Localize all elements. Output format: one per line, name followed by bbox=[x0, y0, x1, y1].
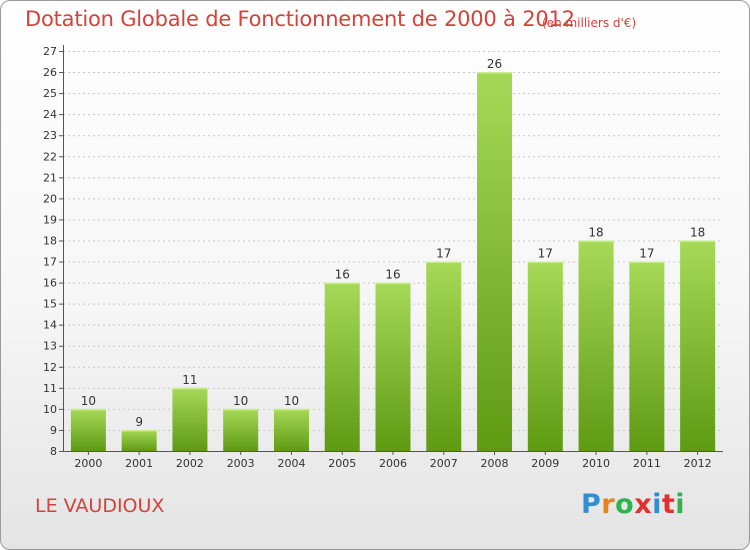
y-tick-label: 8 bbox=[50, 445, 57, 458]
logo-letter: o bbox=[615, 489, 635, 520]
y-tick-label: 18 bbox=[43, 234, 57, 247]
x-tick-label: 2008 bbox=[481, 457, 509, 470]
bar-highlight bbox=[223, 408, 259, 411]
x-tick-label: 2009 bbox=[531, 457, 559, 470]
bar bbox=[121, 429, 157, 451]
bar-highlight bbox=[527, 261, 563, 264]
x-tick-label: 2003 bbox=[227, 457, 255, 470]
bar-highlight bbox=[70, 408, 106, 411]
x-tick-label: 2006 bbox=[379, 457, 407, 470]
bar-highlight bbox=[680, 240, 716, 242]
logo-letter: x bbox=[634, 489, 653, 520]
y-tick-label: 10 bbox=[43, 403, 57, 416]
bar-highlight bbox=[273, 408, 309, 411]
data-label: 26 bbox=[487, 57, 502, 71]
data-label: 10 bbox=[81, 394, 96, 408]
bar-highlight bbox=[426, 261, 462, 264]
data-label: 17 bbox=[538, 247, 553, 261]
y-tick-label: 19 bbox=[43, 213, 57, 226]
bar-highlight bbox=[172, 387, 208, 390]
x-tick-label: 2002 bbox=[176, 457, 204, 470]
y-tick-label: 21 bbox=[43, 171, 57, 184]
y-tick-label: 26 bbox=[43, 66, 57, 79]
bar bbox=[324, 282, 360, 451]
y-tick-label: 14 bbox=[43, 319, 57, 332]
logo-letter: P bbox=[581, 489, 602, 520]
data-label: 18 bbox=[690, 225, 705, 239]
y-tick-label: 22 bbox=[43, 150, 57, 163]
bar bbox=[273, 408, 309, 451]
data-label: 16 bbox=[385, 268, 400, 282]
bar bbox=[527, 261, 563, 451]
bar-highlight bbox=[578, 240, 614, 242]
y-tick-label: 27 bbox=[43, 45, 57, 58]
bar bbox=[680, 240, 716, 451]
chart-subtitle: (en milliers d'€) bbox=[542, 16, 637, 30]
y-tick-label: 12 bbox=[43, 361, 57, 374]
y-tick-label: 23 bbox=[43, 129, 57, 142]
y-tick-label: 20 bbox=[43, 192, 57, 205]
x-tick-label: 2011 bbox=[633, 457, 661, 470]
data-label: 18 bbox=[588, 225, 603, 239]
bar bbox=[70, 408, 106, 451]
bar-highlight bbox=[121, 429, 157, 432]
bar bbox=[172, 387, 208, 451]
logo-letter: t bbox=[661, 489, 676, 520]
y-tick-label: 9 bbox=[50, 424, 57, 437]
y-tick-label: 13 bbox=[43, 340, 57, 353]
bar bbox=[578, 240, 614, 451]
bar-highlight bbox=[324, 282, 360, 285]
x-tick-label: 2010 bbox=[582, 457, 610, 470]
x-tick-label: 2005 bbox=[328, 457, 356, 470]
labels: 8 9 10 11 12 13 14 15 16 17 18 19 20 21 22 23 24 25 26 27 10… bbox=[43, 45, 712, 470]
axes bbox=[59, 45, 723, 455]
data-label: 11 bbox=[182, 373, 197, 387]
x-tick-label: 2012 bbox=[684, 457, 712, 470]
data-label: 17 bbox=[639, 247, 654, 261]
y-tick-label: 15 bbox=[43, 298, 57, 311]
bar bbox=[477, 72, 513, 451]
y-tick-label: 17 bbox=[43, 256, 57, 269]
data-label: 10 bbox=[284, 394, 299, 408]
y-tick-label: 25 bbox=[43, 87, 57, 100]
x-tick-label: 2004 bbox=[277, 457, 305, 470]
data-label: 17 bbox=[436, 247, 451, 261]
y-tick-label: 24 bbox=[43, 108, 57, 121]
data-label: 16 bbox=[335, 268, 350, 282]
logo-letter: i bbox=[675, 489, 686, 520]
chart-title: Dotation Globale de Fonctionnement de 20… bbox=[25, 7, 575, 31]
logo-letter: r bbox=[601, 489, 616, 520]
y-tick-label: 16 bbox=[43, 277, 57, 290]
bar bbox=[375, 282, 411, 451]
bar bbox=[223, 408, 259, 451]
bar bbox=[426, 261, 462, 451]
x-tick-label: 2000 bbox=[74, 457, 102, 470]
bar-highlight bbox=[477, 72, 513, 74]
data-label: 9 bbox=[135, 415, 143, 429]
bars bbox=[70, 72, 716, 451]
commune-name: LE VAUDIOUX bbox=[35, 495, 165, 517]
bar bbox=[629, 261, 665, 451]
data-label: 10 bbox=[233, 394, 248, 408]
y-tick-label: 11 bbox=[43, 382, 57, 395]
proxiti-logo: Proxiti bbox=[581, 489, 685, 520]
bar-highlight bbox=[375, 282, 411, 285]
x-tick-label: 2001 bbox=[125, 457, 153, 470]
bar-highlight bbox=[629, 261, 665, 264]
logo-letter: i bbox=[652, 489, 662, 520]
x-tick-label: 2007 bbox=[430, 457, 458, 470]
